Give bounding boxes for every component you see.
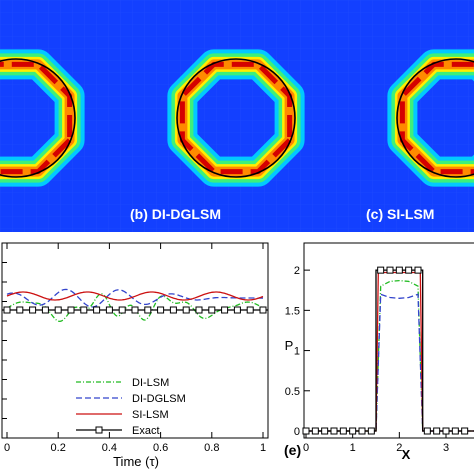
- y-tick-label: 1.5: [285, 305, 300, 317]
- exact-marker: [41, 306, 49, 314]
- exact-marker: [246, 306, 254, 314]
- panel-c-caption: (c) SI-LSM: [366, 206, 434, 222]
- exact-marker: [442, 427, 450, 435]
- exact-marker: [221, 306, 229, 314]
- series-line-di-dglsm: [6, 288, 263, 308]
- exact-marker: [414, 266, 422, 274]
- exact-marker: [330, 427, 338, 435]
- x-tick-label: 3: [443, 442, 449, 454]
- exact-marker: [3, 306, 11, 314]
- x-tick-label: 0.4: [102, 442, 117, 454]
- exact-marker: [105, 306, 113, 314]
- legend-entry: DI-DGLSM: [132, 393, 186, 405]
- x-tick-label: 0.2: [51, 442, 66, 454]
- exact-marker: [93, 306, 101, 314]
- y-axis-label: P: [285, 338, 294, 353]
- exact-marker: [451, 427, 459, 435]
- legend-marker: [95, 426, 103, 434]
- exact-marker: [67, 306, 75, 314]
- exact-marker: [80, 306, 88, 314]
- legend-entry: Exact: [132, 425, 160, 437]
- exact-marker: [182, 306, 190, 314]
- legend-entry: DI-LSM: [132, 377, 169, 389]
- exact-marker: [321, 427, 329, 435]
- interface-line: [0, 58, 76, 178]
- exact-marker: [311, 427, 319, 435]
- profile-plot: 0 0.5 1 1.5 2 0 1 2 3 P X (e): [284, 242, 474, 462]
- plot-frame: [1, 242, 269, 439]
- contour-panels: (b) DI-DGLSM (c) SI-LSM: [0, 0, 474, 232]
- axis-ticks: [2, 243, 264, 438]
- y-tick-labels: 0 0.5 1 1.5 2: [285, 265, 300, 438]
- series-line-di-dglsm: [306, 293, 474, 432]
- series-lines: [2, 288, 268, 323]
- x-axis-label: Time (τ): [113, 454, 159, 469]
- exact-marker: [395, 266, 403, 274]
- interface-line: [396, 58, 474, 178]
- ring-orange-band: [0, 59, 75, 177]
- panel-e-label: (e): [284, 442, 301, 458]
- exact-marker: [118, 306, 126, 314]
- x-tick-label: 1: [260, 442, 266, 454]
- exact-marker: [302, 427, 310, 435]
- exact-marker: [259, 306, 267, 314]
- exact-marker: [157, 306, 165, 314]
- y-tick-label: 1: [294, 346, 300, 358]
- exact-marker: [16, 306, 24, 314]
- exact-marker: [169, 306, 177, 314]
- exact-marker: [349, 427, 357, 435]
- exact-marker: [367, 427, 375, 435]
- x-tick-label: 0: [4, 442, 10, 454]
- x-tick-label: 1: [350, 442, 356, 454]
- interface-rings: [0, 49, 474, 187]
- exact-marker: [358, 427, 366, 435]
- exact-marker: [423, 427, 431, 435]
- series-line-si-lsm: [6, 291, 264, 301]
- x-tick-label: 2: [396, 442, 402, 454]
- x-tick-labels: 0 0.2 0.4 0.6 0.8 1: [4, 442, 266, 454]
- interface-ring: [167, 49, 305, 187]
- exact-marker: [405, 266, 413, 274]
- x-tick-label: 0.8: [204, 442, 219, 454]
- exact-marker: [339, 427, 347, 435]
- y-tick-label: 0.5: [285, 386, 300, 398]
- x-tick-label: 0: [303, 442, 309, 454]
- exact-marker: [144, 306, 152, 314]
- exact-marker: [208, 306, 216, 314]
- exact-marker: [131, 306, 139, 314]
- interface-line: [176, 58, 296, 178]
- exact-marker: [54, 306, 62, 314]
- panel-b-caption: (b) DI-DGLSM: [130, 206, 221, 222]
- ring-orange-band: [177, 59, 295, 177]
- series-lines: [302, 266, 474, 435]
- exact-marker: [461, 427, 469, 435]
- exact-marker: [195, 306, 203, 314]
- time-history-plot: DI-LSM DI-DGLSM SI-LSM Exact 0 0.2 0.4 0.6 0.8 1…: [1, 242, 269, 469]
- exact-marker: [233, 306, 241, 314]
- legend-entry: SI-LSM: [132, 409, 169, 421]
- x-tick-label: 0.6: [153, 442, 168, 454]
- interface-ring: [387, 49, 474, 187]
- y-tick-label: 0: [294, 426, 300, 438]
- x-tick-labels: 0 1 2 3: [303, 442, 449, 454]
- exact-marker: [29, 306, 37, 314]
- exact-marker: [433, 427, 441, 435]
- x-axis-label: X: [402, 447, 411, 462]
- plot-frame: [303, 242, 474, 439]
- ring-orange-band: [397, 59, 474, 177]
- interface-ring: [0, 49, 85, 187]
- exact-marker: [377, 266, 385, 274]
- y-tick-label: 2: [294, 265, 300, 277]
- exact-marker: [386, 266, 394, 274]
- legend: DI-LSM DI-DGLSM SI-LSM Exact: [76, 377, 186, 437]
